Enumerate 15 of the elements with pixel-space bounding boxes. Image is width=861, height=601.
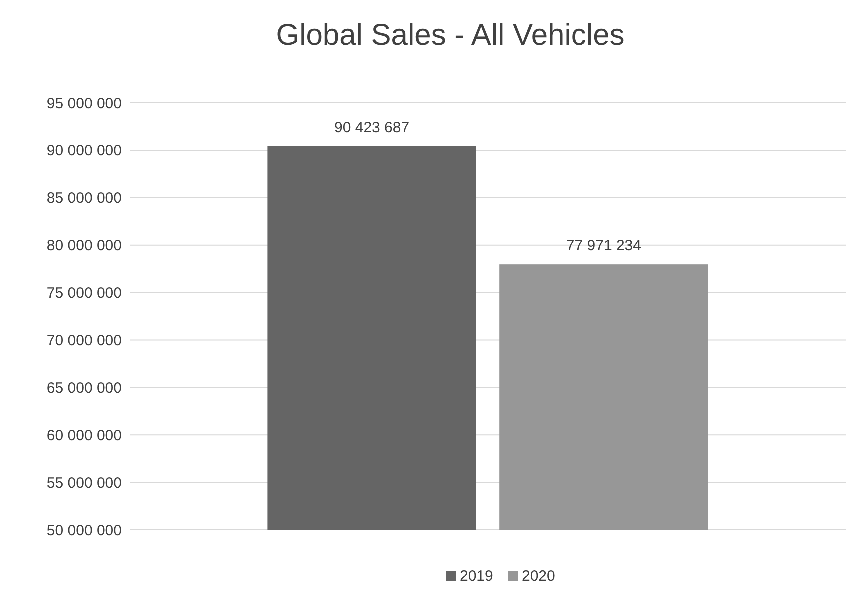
y-tick-label: 80 000 000 (46, 238, 122, 255)
legend-label: 2019 (460, 568, 494, 585)
chart-title: Global Sales - All Vehicles (276, 19, 625, 52)
y-tick-label: 95 000 000 (46, 95, 122, 112)
y-tick-label: 85 000 000 (46, 190, 122, 208)
data-label: 77 971 234 (566, 238, 642, 255)
y-tick-label: 75 000 000 (46, 285, 122, 302)
y-tick-label: 55 000 000 (46, 474, 122, 492)
y-tick-label: 90 000 000 (46, 142, 122, 160)
y-tick-label: 65 000 000 (46, 380, 122, 397)
legend-label: 2020 (522, 568, 556, 585)
y-tick-label: 60 000 000 (46, 427, 122, 444)
y-tick-label: 50 000 000 (46, 522, 122, 540)
data-label: 90 423 687 (334, 119, 410, 136)
y-tick-label: 70 000 000 (46, 332, 122, 350)
